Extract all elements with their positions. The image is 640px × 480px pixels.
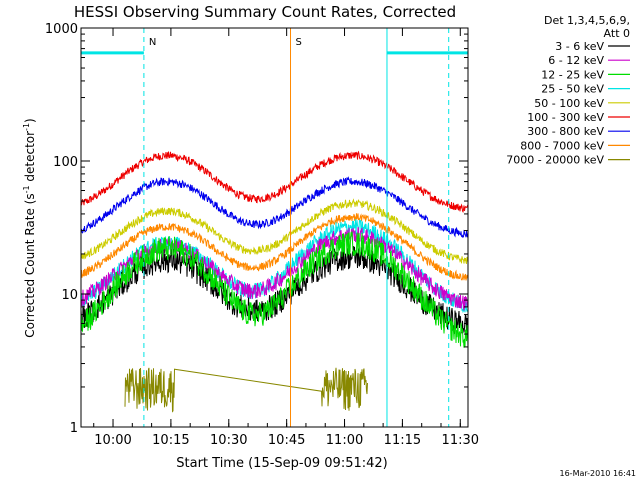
legend-label: 7000 - 20000 keV — [506, 154, 604, 167]
x-tick-label: 11:30 — [442, 433, 479, 448]
x-tick-label: 11:00 — [326, 433, 363, 448]
legend-label: 25 - 50 keV — [541, 83, 604, 96]
axis-layer: 10:00 10:15 10:30 10:45 11:00 11:15 11:30 1 10 10… — [45, 22, 479, 448]
x-tick-label: 10:30 — [210, 433, 247, 448]
y-tick-label: 1000 — [45, 22, 78, 37]
series-line-100-300-kev — [81, 150, 468, 214]
y-tick-label: 10 — [61, 288, 78, 303]
series-line-50-100-kev — [81, 198, 468, 264]
x-tick-label: 10:15 — [152, 433, 189, 448]
y-tick-label: 100 — [53, 155, 78, 170]
x-axis-label: Start Time (15-Sep-09 09:51:42) — [176, 456, 387, 471]
legend-label: 3 - 6 keV — [555, 40, 604, 53]
legend-label: 100 - 300 keV — [527, 111, 604, 124]
series-layer — [81, 150, 468, 413]
x-tick-label: 10:45 — [268, 433, 305, 448]
y-tick-label: 1 — [70, 421, 78, 436]
legend-label: 800 - 7000 keV — [520, 139, 604, 152]
series-line-7000-20000-kev — [124, 367, 368, 413]
legend-header: Det 1,3,4,5,6,9, — [544, 14, 630, 27]
x-tick-label: 11:15 — [384, 433, 421, 448]
legend-header: Att 0 — [604, 27, 630, 40]
annotation-label-s: S — [296, 37, 302, 48]
legend-label: 12 - 25 keV — [541, 68, 604, 81]
series-line-300-800-kev — [81, 175, 468, 239]
x-tick-label: 10:00 — [94, 433, 131, 448]
series-line-800-7000-kev — [81, 213, 468, 281]
footer-timestamp: 16-Mar-2010 16:41 — [560, 469, 637, 478]
annotation-label-n: N — [149, 37, 156, 48]
series-line-12-25-kev — [81, 231, 468, 348]
legend-label: 50 - 100 keV — [534, 97, 604, 110]
chart-title: HESSI Observing Summary Count Rates, Cor… — [74, 3, 456, 21]
legend-label: 6 - 12 keV — [548, 54, 604, 67]
legend-label: 300 - 800 keV — [527, 125, 604, 138]
y-axis-label: Corrected Count Rate (s-1 detector-1) — [22, 118, 37, 337]
plot-frame — [80, 27, 469, 428]
